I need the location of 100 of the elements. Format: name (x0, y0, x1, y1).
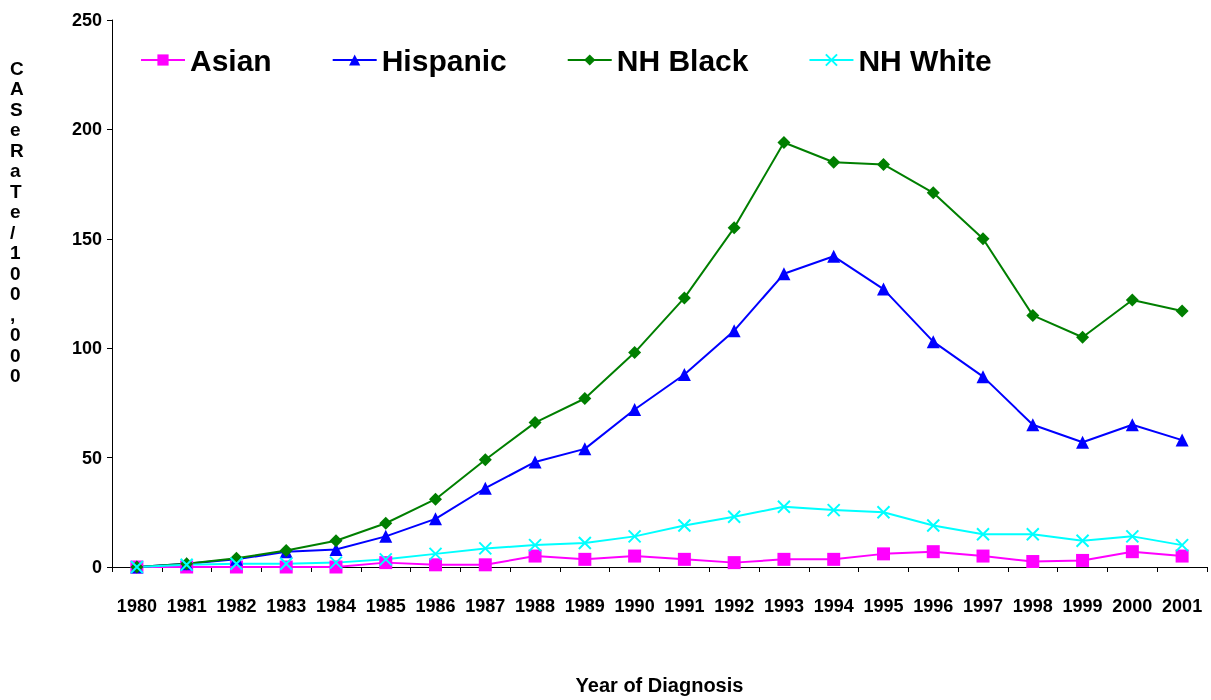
point (1125, 545, 1139, 559)
x-tick-label: 1993 (763, 596, 804, 616)
point (926, 545, 940, 559)
point (1125, 418, 1139, 432)
x-tick-label: 1988 (515, 596, 556, 616)
point (528, 455, 542, 469)
point (1125, 293, 1139, 307)
point (478, 453, 492, 467)
point (827, 249, 841, 263)
x-tick-label: 1984 (315, 596, 356, 616)
point (577, 535, 592, 550)
point (379, 516, 393, 530)
point (727, 324, 741, 338)
x-tick-label: 1995 (863, 596, 904, 616)
y-tick-label: 200 (71, 119, 102, 140)
point (727, 221, 741, 235)
x-tick-label: 1989 (564, 596, 605, 616)
y-tick-label: 250 (71, 10, 102, 30)
point (1175, 549, 1189, 563)
point (876, 547, 890, 561)
point (1075, 533, 1090, 548)
point (379, 529, 393, 543)
point (429, 492, 443, 506)
x-tick-label: 1999 (1062, 596, 1103, 616)
point (429, 558, 443, 572)
point (628, 346, 642, 360)
x-tick-label: 2000 (1112, 596, 1153, 616)
point (827, 552, 841, 566)
point (976, 232, 990, 246)
point (329, 543, 343, 556)
point (328, 555, 343, 570)
point (876, 505, 891, 520)
point (677, 518, 692, 533)
x-tick-label: 1992 (714, 596, 755, 616)
x-tick-label: 1994 (813, 596, 854, 616)
point (677, 552, 691, 566)
point (428, 546, 443, 561)
legend-label: NH White (858, 43, 992, 77)
point (677, 367, 691, 381)
point (1025, 527, 1040, 542)
point (777, 267, 791, 281)
point (578, 442, 592, 456)
point (727, 556, 741, 570)
x-axis-title: Year of Diagnosis (575, 674, 744, 696)
point (478, 541, 493, 556)
point (926, 518, 941, 533)
x-tick-label: 1982 (216, 596, 257, 616)
point (776, 499, 791, 514)
legend-label: NH Black (616, 43, 749, 77)
point (279, 556, 294, 571)
point (429, 512, 443, 526)
point (1175, 538, 1190, 553)
y-tick-label: 0 (91, 557, 102, 577)
x-tick-label: 1991 (664, 596, 705, 616)
x-tick-label: 2001 (1162, 596, 1203, 616)
y-tick-label: 50 (81, 447, 102, 468)
point (1026, 555, 1040, 569)
x-tick-label: 1987 (465, 596, 506, 616)
point (578, 552, 592, 566)
point (1125, 529, 1140, 544)
point (1076, 553, 1090, 567)
point (1076, 435, 1090, 449)
point (628, 402, 642, 416)
point (976, 549, 990, 563)
point (876, 157, 890, 171)
point (876, 282, 890, 296)
point (1026, 418, 1040, 432)
point (777, 552, 791, 566)
point (826, 503, 841, 518)
x-tick-label: 1981 (166, 596, 207, 616)
x-tick-label: 1996 (913, 596, 954, 616)
x-tick-label: 1983 (266, 596, 307, 616)
point (727, 509, 742, 524)
y-tick-label: 150 (71, 228, 102, 249)
text: CASeRaTe/100,000 (10, 57, 24, 387)
point (677, 291, 691, 305)
point (926, 186, 940, 200)
point (1175, 433, 1189, 447)
legend-label: Hispanic (381, 43, 507, 77)
point (628, 549, 642, 563)
point (1175, 304, 1189, 318)
point (528, 538, 543, 553)
x-tick-label: 1985 (365, 596, 406, 616)
point (528, 549, 542, 563)
point (777, 136, 791, 150)
point (478, 558, 492, 572)
legend-label: Asian (190, 43, 272, 77)
point (976, 527, 991, 542)
point (827, 155, 841, 169)
point (478, 481, 492, 495)
point (627, 529, 642, 544)
point (329, 534, 343, 548)
point (976, 370, 990, 384)
point (926, 335, 940, 349)
point (378, 552, 393, 567)
x-tick-label: 1997 (963, 596, 1004, 616)
point (1026, 308, 1040, 322)
point (528, 416, 542, 430)
x-tick-label: 1980 (116, 596, 157, 616)
point (1076, 330, 1090, 344)
